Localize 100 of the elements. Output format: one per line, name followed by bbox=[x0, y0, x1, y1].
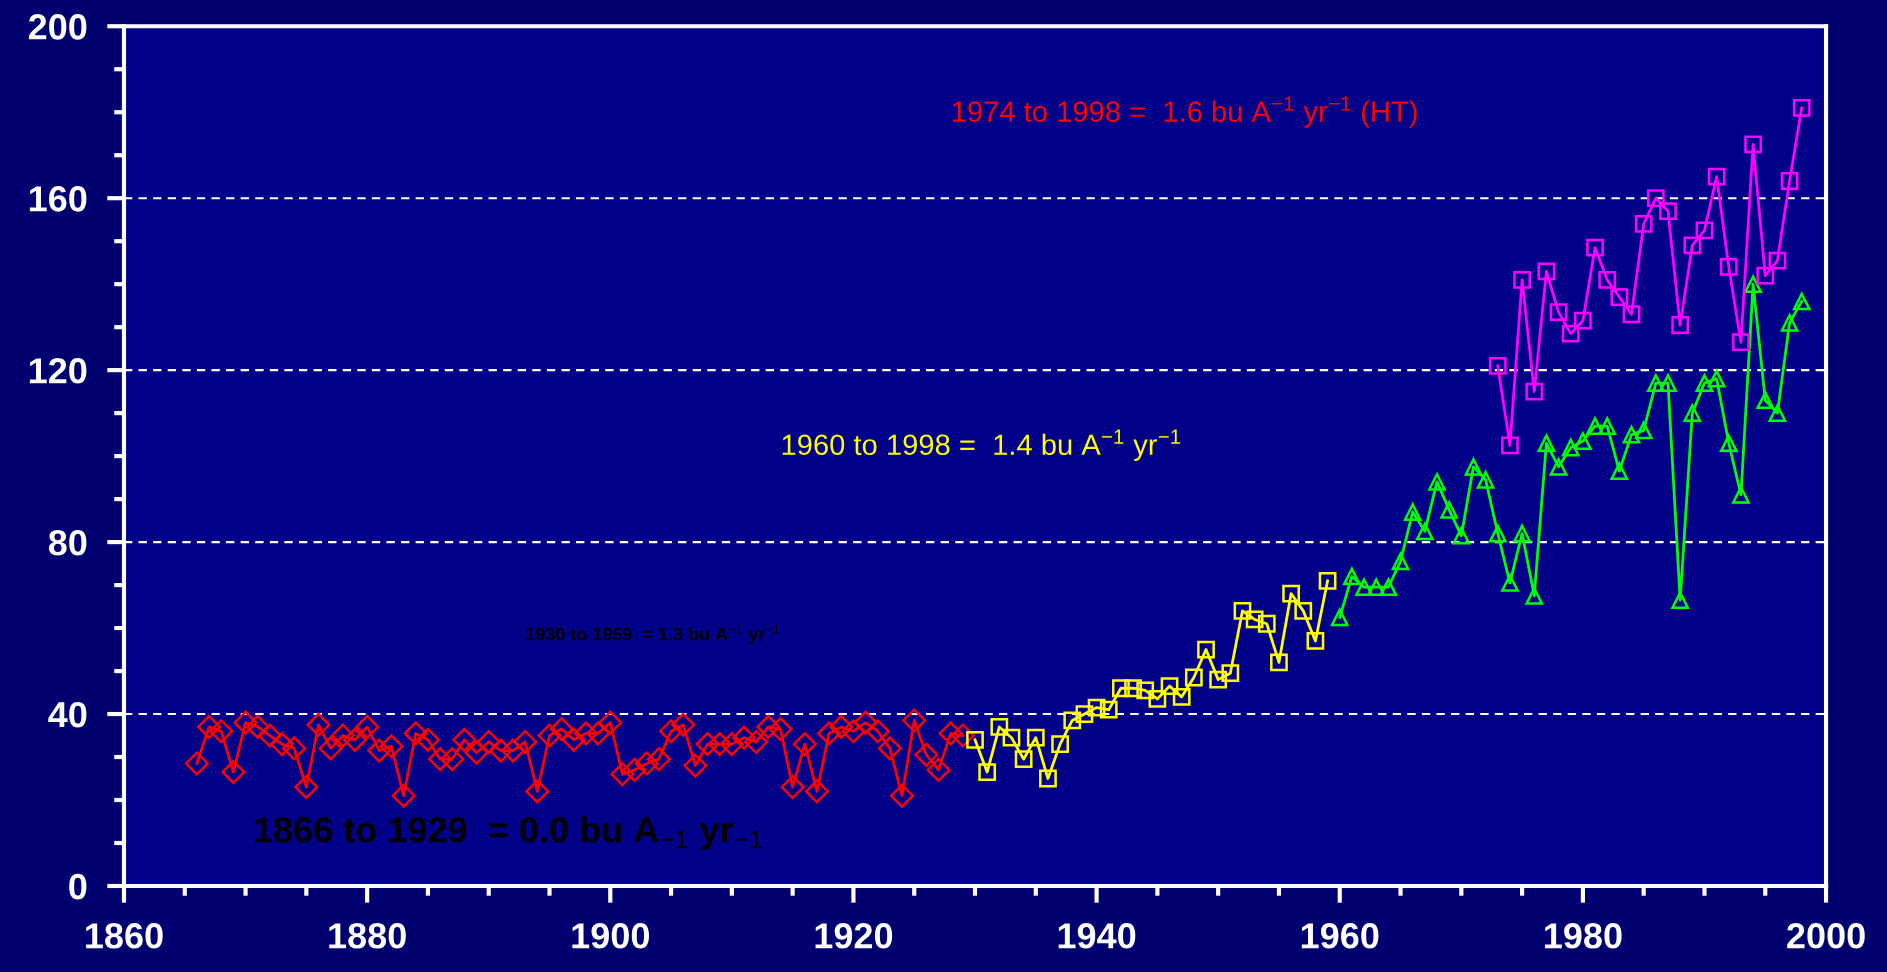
point bbox=[1574, 311, 1592, 330]
point bbox=[1306, 632, 1325, 650]
point bbox=[1087, 698, 1106, 717]
point bbox=[1574, 432, 1592, 450]
point bbox=[1610, 462, 1629, 481]
point bbox=[1646, 189, 1665, 208]
point bbox=[1367, 578, 1386, 597]
x-tick-label: 1920 bbox=[815, 923, 893, 949]
point bbox=[1245, 610, 1264, 629]
point bbox=[1719, 258, 1738, 276]
y-tick-label: 200 bbox=[28, 14, 87, 40]
x-tick-label: 1880 bbox=[329, 923, 406, 949]
y-tick-label: 40 bbox=[48, 701, 87, 728]
point bbox=[1184, 668, 1203, 687]
point bbox=[1330, 608, 1349, 627]
point bbox=[1634, 421, 1653, 440]
point bbox=[1549, 457, 1568, 476]
point bbox=[1549, 303, 1568, 321]
point bbox=[1294, 601, 1313, 620]
x-tick-label: 2000 bbox=[1787, 923, 1865, 949]
y-tick-label: 0 bbox=[69, 873, 87, 900]
point bbox=[1659, 202, 1677, 220]
annotation: 1974 to 1998 = 1.6 bu A$^{−1}$ yr$^{−1}$ (HT) bbox=[952, 96, 1417, 128]
point bbox=[1136, 681, 1155, 700]
point bbox=[1051, 735, 1070, 754]
point bbox=[1598, 417, 1617, 435]
point bbox=[1391, 552, 1410, 571]
point bbox=[1780, 313, 1799, 332]
point bbox=[1014, 750, 1033, 769]
point bbox=[1063, 711, 1082, 730]
point bbox=[1403, 503, 1422, 521]
point bbox=[1488, 524, 1507, 543]
point bbox=[1756, 391, 1775, 410]
point bbox=[1233, 601, 1252, 620]
point bbox=[1732, 333, 1750, 352]
point bbox=[1039, 769, 1057, 788]
annotation: 1960 to 1998 = 1.4 bu A$^{−1}$ yr$^{−1}$ bbox=[782, 429, 1181, 461]
point bbox=[1561, 324, 1580, 343]
point bbox=[1379, 578, 1398, 597]
point bbox=[1732, 485, 1750, 504]
x-tick-label: 1960 bbox=[1301, 923, 1379, 949]
point bbox=[1002, 728, 1021, 747]
point bbox=[1792, 292, 1811, 311]
point bbox=[966, 730, 984, 749]
point bbox=[1415, 522, 1434, 541]
point bbox=[1683, 404, 1702, 423]
point bbox=[1513, 270, 1531, 289]
point bbox=[1464, 457, 1483, 476]
x-tick-label: 1980 bbox=[1545, 923, 1622, 949]
point bbox=[1586, 417, 1604, 435]
x-tick-label: 1940 bbox=[1058, 923, 1136, 949]
point bbox=[1537, 434, 1556, 453]
point bbox=[1476, 470, 1495, 489]
x-tick-label: 1900 bbox=[572, 923, 649, 949]
point bbox=[1148, 690, 1167, 708]
point bbox=[1659, 374, 1677, 392]
point bbox=[1112, 679, 1130, 698]
point bbox=[1160, 677, 1179, 695]
point bbox=[1440, 500, 1459, 519]
point bbox=[1355, 578, 1373, 597]
annotation: 1930 to 1959 = 1.3 bu A$^{−1}$ yr$^{−1}$ bbox=[526, 624, 780, 645]
point bbox=[1209, 670, 1228, 689]
point bbox=[1501, 574, 1519, 592]
point bbox=[1026, 728, 1045, 747]
point bbox=[1744, 135, 1762, 154]
point bbox=[1221, 664, 1240, 683]
point bbox=[1744, 275, 1762, 294]
point bbox=[1318, 571, 1337, 590]
point bbox=[1646, 374, 1665, 392]
point bbox=[1610, 288, 1629, 306]
point bbox=[1707, 167, 1726, 186]
point bbox=[1428, 473, 1446, 491]
point bbox=[990, 718, 1009, 736]
point bbox=[1513, 524, 1531, 543]
point bbox=[1756, 266, 1775, 285]
point bbox=[1768, 251, 1787, 270]
point bbox=[1172, 687, 1191, 706]
point bbox=[1586, 238, 1604, 257]
point bbox=[1634, 215, 1653, 233]
point bbox=[1124, 679, 1142, 698]
point bbox=[978, 763, 997, 781]
point bbox=[1671, 316, 1690, 334]
point bbox=[1501, 436, 1519, 455]
annotation: 1866 to 1929 = 0.0 bu A$_{−1}$ yr$_{−1}$ bbox=[255, 816, 762, 850]
point bbox=[1343, 567, 1361, 586]
point bbox=[1695, 374, 1714, 392]
point bbox=[1452, 526, 1471, 545]
point bbox=[1598, 270, 1617, 289]
y-tick-label: 160 bbox=[29, 186, 87, 212]
point bbox=[1488, 356, 1507, 375]
point bbox=[1707, 369, 1726, 388]
point bbox=[1695, 221, 1714, 240]
point bbox=[1561, 438, 1580, 457]
y-tick-label: 80 bbox=[48, 529, 87, 556]
point bbox=[1197, 640, 1215, 659]
point bbox=[1537, 262, 1556, 281]
point bbox=[1622, 425, 1641, 444]
point bbox=[1075, 705, 1094, 723]
point bbox=[1270, 653, 1288, 672]
point bbox=[1768, 404, 1787, 423]
